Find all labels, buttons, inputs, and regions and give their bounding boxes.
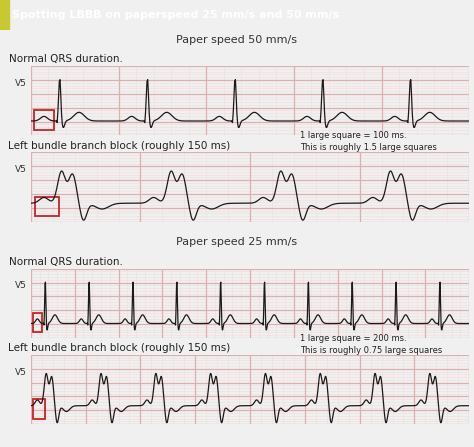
Text: 1 large square = 100 ms.
This is roughly 1.5 large squares: 1 large square = 100 ms. This is roughly…: [300, 131, 437, 152]
Text: Normal QRS duration.: Normal QRS duration.: [9, 257, 123, 267]
Bar: [34, 110, 54, 130]
Text: Paper speed 50 mm/s: Paper speed 50 mm/s: [176, 35, 298, 45]
Bar: [33, 313, 42, 333]
Text: Normal QRS duration.: Normal QRS duration.: [9, 55, 123, 64]
Text: 1 large square = 200 ms.
This is roughly 0.75 large squares: 1 large square = 200 ms. This is roughly…: [300, 334, 442, 354]
Text: V5: V5: [15, 165, 27, 174]
Text: Left bundle branch block (roughly 150 ms): Left bundle branch block (roughly 150 ms…: [8, 141, 230, 151]
Bar: [33, 399, 45, 419]
Text: V5: V5: [15, 282, 27, 291]
Text: V5: V5: [15, 368, 27, 377]
Text: Left bundle branch block (roughly 150 ms): Left bundle branch block (roughly 150 ms…: [8, 343, 230, 353]
Bar: [35, 197, 59, 216]
Text: Spotting LBBB on paperspeed 25 mm/s and 50 mm/s: Spotting LBBB on paperspeed 25 mm/s and …: [12, 10, 339, 20]
Text: V5: V5: [15, 79, 27, 88]
Text: Paper speed 25 mm/s: Paper speed 25 mm/s: [176, 237, 298, 247]
Bar: [0, 0, 9, 30]
